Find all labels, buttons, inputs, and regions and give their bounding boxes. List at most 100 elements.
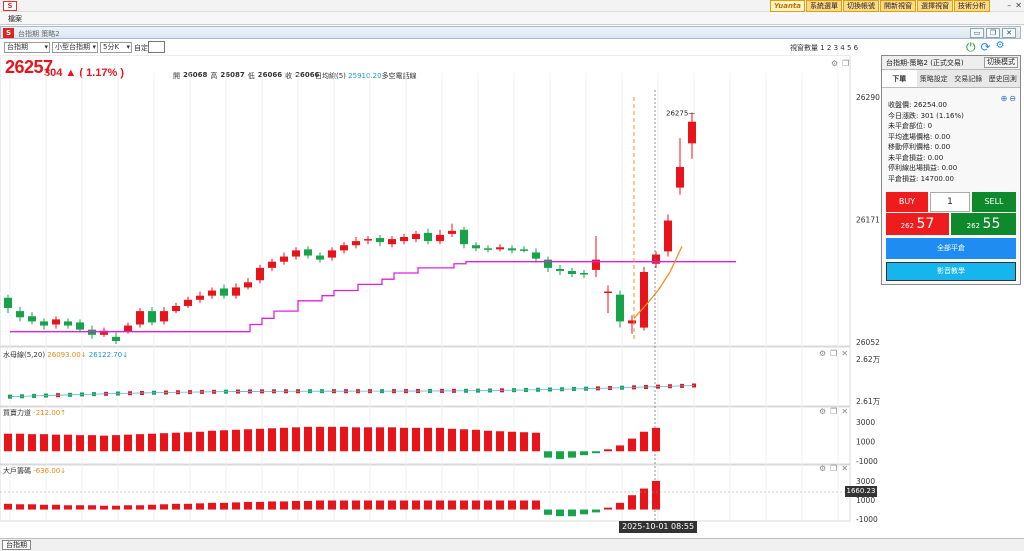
ind2-bar bbox=[244, 429, 252, 452]
technical-analysis-button[interactable]: 技術分析 bbox=[954, 0, 990, 12]
ind2-bar bbox=[148, 433, 156, 452]
candle-body bbox=[232, 287, 240, 296]
ind2-bar bbox=[520, 432, 528, 452]
candle-body bbox=[208, 290, 216, 296]
new-window-button[interactable]: 開新視窗 bbox=[880, 0, 916, 12]
user-settings-icon[interactable]: ⚙ bbox=[995, 40, 1005, 51]
product-select[interactable]: 台指期 bbox=[4, 42, 50, 53]
copy-icon[interactable]: ❐ bbox=[830, 464, 838, 473]
ind3-bar bbox=[376, 500, 384, 510]
restore-icon[interactable]: ❐ bbox=[986, 28, 1000, 38]
candle-body bbox=[412, 233, 420, 240]
chart-area[interactable]: 26290 26171 26052 26275— 2.62万 2.61万 3000 100… bbox=[0, 55, 880, 537]
info-line: 停利線出場損益: 0.00 bbox=[888, 164, 958, 172]
ind2-bar bbox=[604, 449, 612, 452]
window-controls: ▭ ❐ ✕ bbox=[970, 28, 1016, 38]
ind3-bar bbox=[412, 500, 420, 510]
tab-backtest[interactable]: 歷史回測 bbox=[988, 75, 1017, 83]
view-count-selector[interactable]: 視窗數量 1 2 3 4 5 6 bbox=[790, 44, 859, 52]
select-window-button[interactable]: 選擇視窗 bbox=[917, 0, 953, 12]
close-icon[interactable]: ✕ bbox=[841, 464, 849, 473]
ind3-bar bbox=[244, 501, 252, 510]
copy-icon[interactable]: ❐ bbox=[830, 407, 838, 416]
ask-quote-button[interactable]: 262 55 bbox=[951, 213, 1016, 235]
high-label: 高 bbox=[210, 72, 218, 80]
ind2-bar bbox=[292, 427, 300, 452]
ma-suffix: 多空電話線 bbox=[381, 72, 417, 80]
candle-body bbox=[676, 167, 684, 188]
tab-strategy[interactable]: 策略設定 bbox=[919, 75, 948, 83]
zoom-out-icon[interactable]: ⊖ bbox=[1009, 94, 1016, 103]
ind3-bar bbox=[16, 504, 24, 510]
sell-button[interactable]: SELL bbox=[972, 192, 1016, 212]
minimize-icon[interactable]: – bbox=[1007, 1, 1012, 10]
info-line: 未平倉損益: 0.00 bbox=[888, 153, 944, 162]
ind3-bar bbox=[136, 505, 144, 510]
close-icon[interactable]: ✕ bbox=[841, 407, 849, 416]
ind2-bar bbox=[28, 434, 36, 452]
ind1-label: 水母線(5,20) 26093.00↓ 26122.70↓ bbox=[3, 350, 128, 360]
candle-body bbox=[364, 239, 372, 241]
minimize-icon[interactable]: ▭ bbox=[970, 28, 984, 38]
ind3-bar bbox=[172, 503, 180, 510]
quantity-input[interactable]: 1 bbox=[930, 192, 970, 212]
ind3-bar bbox=[616, 502, 624, 510]
power-icon[interactable]: ⏻ bbox=[966, 40, 976, 54]
info-line: 未平倉部位: 0 bbox=[888, 122, 933, 130]
buy-button[interactable]: BUY bbox=[886, 192, 928, 212]
zoom-in-icon[interactable]: ⊕ bbox=[1000, 94, 1008, 103]
candle-body bbox=[604, 291, 612, 294]
tab-order[interactable]: 下單 bbox=[882, 70, 917, 87]
bid-main: 57 bbox=[916, 216, 935, 232]
copy-icon[interactable]: ❐ bbox=[842, 59, 850, 68]
system-menu-button[interactable]: 系統選單 bbox=[806, 0, 842, 12]
settings-icon[interactable]: ⚙ bbox=[819, 464, 827, 473]
ind3-bar bbox=[568, 509, 576, 517]
open-label: 開 bbox=[173, 72, 180, 80]
ind3-bar bbox=[4, 503, 12, 510]
ind2-bar bbox=[652, 427, 660, 452]
settings-icon[interactable]: ⚙ bbox=[819, 407, 827, 416]
candle-body bbox=[184, 299, 192, 306]
ind3-bar bbox=[196, 503, 204, 510]
bottom-tab[interactable]: 台指期 bbox=[2, 540, 31, 550]
close-icon[interactable]: ✕ bbox=[841, 349, 849, 358]
settings-icon[interactable]: ⚙ bbox=[819, 349, 827, 358]
switch-mode-button[interactable]: 切換模式 bbox=[984, 57, 1018, 68]
ind2-bar bbox=[472, 429, 480, 452]
contract-select[interactable]: 小型台指期 bbox=[52, 42, 98, 53]
ind3-bar bbox=[304, 500, 312, 510]
ind2-bar bbox=[508, 431, 516, 452]
candle-body bbox=[568, 270, 576, 275]
candle-body bbox=[28, 316, 36, 322]
candle-body bbox=[640, 272, 648, 328]
refresh-icon[interactable]: ⟳ bbox=[980, 40, 991, 54]
custom-interval-input[interactable] bbox=[148, 41, 165, 53]
ind2-bar bbox=[460, 429, 468, 452]
close-all-button[interactable]: 全部平倉 bbox=[886, 238, 1016, 259]
tab-trade-log[interactable]: 交易記錄 bbox=[954, 75, 983, 83]
ind2-bar bbox=[400, 427, 408, 452]
candle-body bbox=[400, 237, 408, 242]
candle-body bbox=[592, 259, 600, 270]
close-icon[interactable]: ✕ bbox=[1002, 28, 1016, 38]
ind3-bar bbox=[208, 502, 216, 510]
menu-file[interactable]: 檔案 bbox=[8, 15, 22, 23]
settings-icon[interactable]: ⚙ bbox=[831, 59, 839, 68]
position-info: 收盤價: 26254.00 今日漲跌: 301 (1.16%) 未平倉部位: 0… bbox=[888, 100, 964, 184]
ind2-bar bbox=[88, 435, 96, 452]
ind3-bar bbox=[256, 501, 264, 510]
candle-body bbox=[220, 288, 228, 296]
ind2-bar bbox=[628, 438, 636, 452]
copy-icon[interactable]: ❐ bbox=[830, 349, 838, 358]
menu-bar: 檔案 bbox=[0, 12, 1024, 25]
ind2-bar bbox=[364, 427, 372, 452]
close-icon[interactable]: ✕ bbox=[1015, 1, 1022, 10]
bid-quote-button[interactable]: 262 57 bbox=[886, 213, 949, 235]
ind2-v1: -212.00↑ bbox=[33, 409, 67, 417]
candle-body bbox=[244, 282, 252, 288]
video-tutorial-button[interactable]: 影音教學 bbox=[886, 262, 1016, 281]
ind3-bar bbox=[628, 495, 636, 510]
switch-account-button[interactable]: 切換帳號 bbox=[843, 0, 879, 12]
interval-select[interactable]: 5分K bbox=[100, 42, 132, 53]
